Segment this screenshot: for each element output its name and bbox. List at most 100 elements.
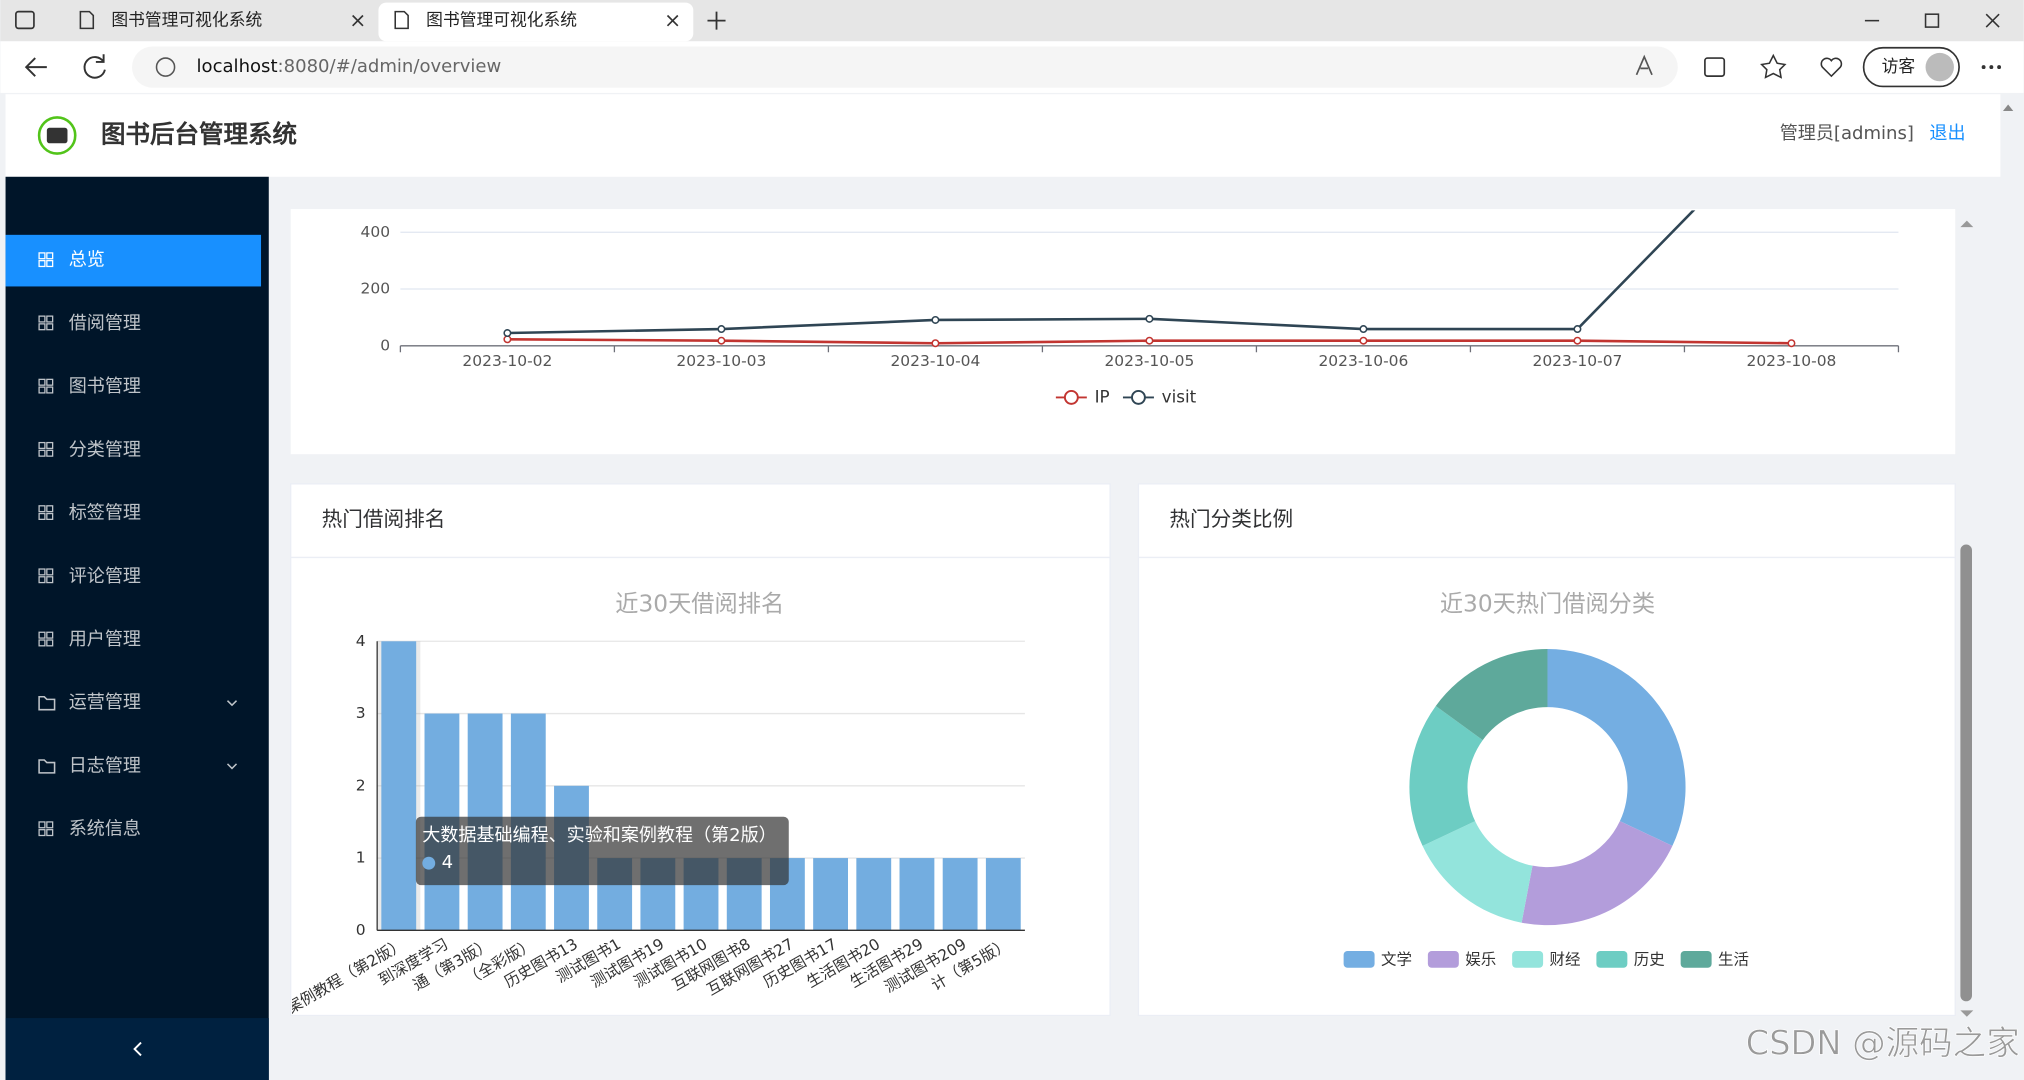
menu-label: 日志管理 <box>69 755 141 776</box>
menu-label: 标签管理 <box>69 503 141 524</box>
tab-actions-icon[interactable] <box>15 10 35 30</box>
legend-item[interactable]: 文学 <box>1343 951 1412 969</box>
legend-item[interactable]: IP <box>1055 386 1110 406</box>
site-info[interactable] <box>155 57 176 77</box>
menu-item[interactable]: 运营管理 <box>38 692 238 713</box>
tab-close[interactable] <box>666 14 679 27</box>
grid-icon <box>46 378 54 386</box>
favorites[interactable] <box>1760 53 1787 79</box>
bar[interactable] <box>381 641 417 931</box>
tooltip-name: 大数据基础编程、实验和案例教程（第2版） <box>422 825 776 846</box>
read-aloud[interactable] <box>1635 54 1653 76</box>
x-tick-label: 2023-10-02 <box>462 352 552 370</box>
menu-item[interactable]: 总览 <box>5 234 262 287</box>
legend-swatch <box>1512 950 1544 968</box>
menu-label: 分类管理 <box>69 439 141 460</box>
legend-item[interactable]: 财经 <box>1512 950 1581 969</box>
legend-item[interactable]: visit <box>1122 386 1197 406</box>
tooltip: 大数据基础编程、实验和案例教程（第2版） 4 <box>415 816 789 886</box>
grid-icon <box>46 505 54 513</box>
logout-link[interactable]: 退出 <box>1929 123 1965 144</box>
menu-item[interactable]: 用户管理 <box>38 629 141 650</box>
point <box>717 336 726 345</box>
tab-icon <box>79 10 95 30</box>
profile-name: 访客 <box>1882 56 1916 76</box>
tooltip-box <box>415 816 789 886</box>
menu-item[interactable]: 标签管理 <box>38 503 141 524</box>
new-tab[interactable] <box>707 11 726 30</box>
split-screen[interactable] <box>1704 57 1726 77</box>
legend-marker <box>1131 390 1146 405</box>
card-title: 热门借阅排名 <box>322 507 446 531</box>
legend-item[interactable]: 生活 <box>1680 951 1749 969</box>
collapse-icon[interactable] <box>133 1041 142 1057</box>
grid-icon <box>38 378 46 386</box>
reload-button[interactable] <box>83 54 106 79</box>
tab[interactable] <box>64 2 375 39</box>
tab-title: 图书管理可视化系统 <box>111 10 262 30</box>
menu-item[interactable]: 系统信息 <box>38 819 141 840</box>
menu-item[interactable]: 日志管理 <box>38 755 238 776</box>
grid-icon <box>46 386 54 394</box>
content-scrollbar[interactable] <box>1960 544 1972 1002</box>
point <box>503 329 512 338</box>
back-button[interactable] <box>24 57 47 77</box>
folder-icon <box>38 696 56 711</box>
user-name: 管理员[admins] <box>1780 123 1914 144</box>
grid-icon <box>46 315 54 323</box>
pie-slice[interactable] <box>1409 705 1483 846</box>
bar[interactable] <box>942 858 978 931</box>
point <box>1145 314 1154 323</box>
legend-label: 文学 <box>1381 951 1412 969</box>
legend-label: IP <box>1095 386 1110 406</box>
menu-label: 系统信息 <box>69 819 141 840</box>
grid-icon <box>38 568 46 576</box>
grid-icon <box>38 315 46 323</box>
x-tick-label: 2023-10-08 <box>1746 352 1836 370</box>
point <box>931 315 940 324</box>
page-scroll-up[interactable] <box>2002 104 2014 111</box>
chart-title: 近30天借阅排名 <box>615 591 784 618</box>
legend-marker <box>1063 390 1079 405</box>
grid-icon <box>38 512 46 520</box>
pie-slice[interactable] <box>1521 821 1673 926</box>
point <box>1359 336 1368 345</box>
close-window[interactable] <box>1985 13 2000 28</box>
bar[interactable] <box>985 858 1021 931</box>
tab-active[interactable] <box>378 2 694 42</box>
menu-item[interactable]: 分类管理 <box>38 439 141 460</box>
address-field[interactable] <box>132 46 1678 88</box>
y-tick-label: 3 <box>356 704 366 722</box>
y-tick-label: 400 <box>361 223 391 241</box>
pie-slice[interactable] <box>1547 649 1686 846</box>
grid-icon <box>46 512 54 520</box>
menu-item[interactable]: 评论管理 <box>38 566 141 587</box>
bar[interactable] <box>899 858 935 931</box>
y-tick-label: 4 <box>356 632 366 650</box>
pie-slice[interactable] <box>1435 649 1548 741</box>
menu-item[interactable]: 图书管理 <box>38 376 141 397</box>
x-tick-label: 2023-10-06 <box>1318 352 1408 370</box>
pie-slice[interactable] <box>1422 821 1533 923</box>
legend-item[interactable]: 娱乐 <box>1427 951 1496 969</box>
grid-icon <box>38 631 46 639</box>
menu-label: 用户管理 <box>69 629 141 650</box>
menu-item[interactable]: 借阅管理 <box>38 313 141 334</box>
legend-label: 历史 <box>1634 951 1665 969</box>
browser-essentials[interactable] <box>1820 57 1843 78</box>
grid-icon <box>46 631 54 639</box>
legend-item[interactable]: 历史 <box>1596 951 1665 969</box>
point <box>717 325 726 334</box>
grid-icon <box>38 252 46 260</box>
grid-icon <box>46 252 54 260</box>
bar[interactable] <box>813 858 849 931</box>
tab-close[interactable] <box>352 14 364 27</box>
bar[interactable] <box>856 858 892 931</box>
restore[interactable] <box>1924 13 1940 28</box>
menu-label: 借阅管理 <box>69 313 141 334</box>
grid-icon <box>46 449 54 457</box>
collapse-bar[interactable] <box>5 1018 269 1080</box>
x-tick-label: 2023-10-07 <box>1532 352 1622 370</box>
